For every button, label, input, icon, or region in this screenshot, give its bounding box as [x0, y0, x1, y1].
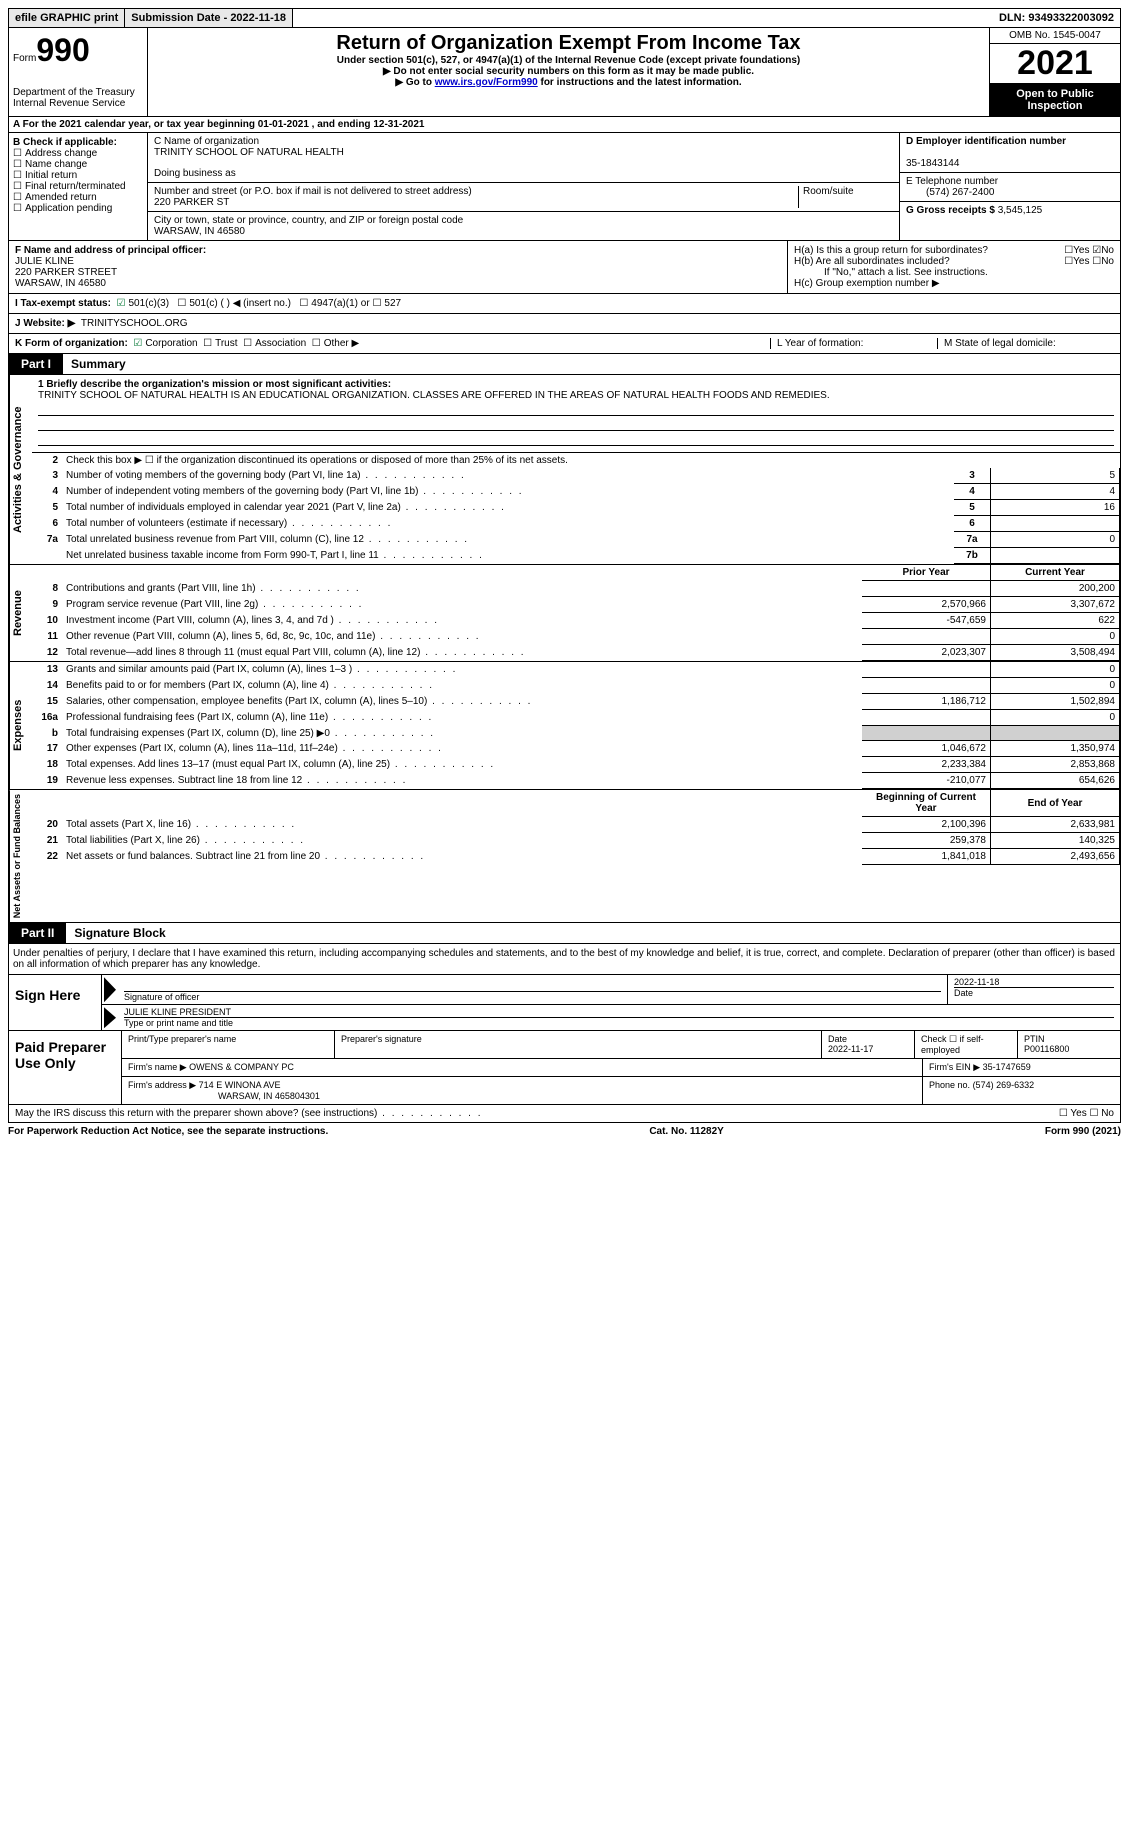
firm-name: OWENS & COMPANY PC [189, 1062, 294, 1072]
tax-exempt-status: I Tax-exempt status: 501(c)(3) 501(c) ( … [8, 294, 1121, 314]
chk-final-return[interactable]: Final return/terminated [13, 181, 126, 192]
chk-501c[interactable]: 501(c) ( ) ◀ (insert no.) [177, 298, 291, 309]
governance-section: Activities & Governance 1 Briefly descri… [8, 375, 1121, 565]
irs-label: Internal Revenue Service [13, 98, 143, 109]
top-bar: efile GRAPHIC print Submission Date - 20… [8, 8, 1121, 28]
mission-box: 1 Briefly describe the organization's mi… [32, 375, 1120, 453]
chk-amended[interactable]: Amended return [13, 192, 97, 203]
city-state-zip: WARSAW, IN 46580 [154, 226, 245, 237]
subtitle-3: ▶ Go to www.irs.gov/Form990 for instruct… [152, 77, 985, 88]
open-to-public: Open to Public Inspection [990, 84, 1120, 116]
org-name: TRINITY SCHOOL OF NATURAL HEALTH [154, 147, 344, 158]
submission-date: Submission Date - 2022-11-18 [125, 9, 293, 27]
website-row: J Website: ▶ TRINITYSCHOOL.ORG [8, 314, 1121, 334]
form-number: Form990 [13, 32, 143, 69]
telephone: (574) 267-2400 [926, 187, 994, 198]
firm-addr1: 714 E WINONA AVE [199, 1080, 281, 1090]
chk-other[interactable]: Other ▶ [312, 338, 359, 349]
arrow-icon [104, 977, 116, 1002]
expenses-section: Expenses 13Grants and similar amounts pa… [8, 662, 1121, 790]
subtitle-1: Under section 501(c), 527, or 4947(a)(1)… [152, 55, 985, 66]
entity-block: B Check if applicable: Address change Na… [8, 133, 1121, 241]
discuss-row: May the IRS discuss this return with the… [8, 1105, 1121, 1123]
netassets-section: Net Assets or Fund Balances Beginning of… [8, 790, 1121, 923]
block-h: H(a) Is this a group return for subordin… [788, 241, 1120, 293]
chk-501c3[interactable]: 501(c)(3) [117, 298, 170, 309]
prep-date: 2022-11-17 [828, 1044, 873, 1054]
line-klm: K Form of organization: Corporation Trus… [8, 334, 1121, 354]
sign-date: 2022-11-18 [954, 977, 1114, 987]
governance-table: 2Check this box ▶ ☐ if the organization … [32, 453, 1120, 468]
form-title: Return of Organization Exempt From Incom… [152, 32, 985, 55]
dept-treasury: Department of the Treasury [13, 87, 143, 98]
block-b: B Check if applicable: Address change Na… [9, 133, 148, 240]
form-header: Form990 Department of the Treasury Inter… [8, 28, 1121, 117]
arrow-icon [104, 1007, 116, 1028]
block-e: E Telephone number (574) 267-2400 [900, 173, 1120, 202]
street-address: 220 PARKER ST [154, 197, 229, 208]
officer-name: JULIE KLINE PRESIDENT [124, 1007, 1114, 1017]
chk-address-change[interactable]: Address change [13, 148, 97, 159]
chk-name-change[interactable]: Name change [13, 159, 87, 170]
chk-527[interactable]: 527 [372, 298, 401, 309]
revenue-section: Revenue Prior YearCurrent Year8Contribut… [8, 565, 1121, 662]
gross-receipts: 3,545,125 [998, 205, 1043, 216]
part2-header: Part II Signature Block [8, 923, 1121, 944]
line-a: A For the 2021 calendar year, or tax yea… [8, 117, 1121, 133]
subtitle-2: ▶ Do not enter social security numbers o… [152, 66, 985, 77]
chk-association[interactable]: Association [243, 338, 306, 349]
chk-app-pending[interactable]: Application pending [13, 203, 112, 214]
block-fh: F Name and address of principal officer:… [8, 241, 1121, 294]
block-f: F Name and address of principal officer:… [9, 241, 788, 293]
tax-year: 2021 [990, 44, 1120, 84]
discuss-yn[interactable]: ☐ Yes ☐ No [1059, 1108, 1114, 1119]
block-g: G Gross receipts $ 3,545,125 [900, 202, 1120, 219]
irs-link[interactable]: www.irs.gov/Form990 [435, 77, 538, 88]
chk-initial-return[interactable]: Initial return [13, 170, 77, 181]
block-c: C Name of organization TRINITY SCHOOL OF… [148, 133, 899, 240]
mission-text: TRINITY SCHOOL OF NATURAL HEALTH IS AN E… [38, 390, 830, 401]
sign-here-block: Sign Here Signature of officer 2022-11-1… [8, 975, 1121, 1031]
chk-trust[interactable]: Trust [203, 338, 237, 349]
footer: For Paperwork Reduction Act Notice, see … [8, 1123, 1121, 1140]
chk-4947[interactable]: 4947(a)(1) or [299, 298, 369, 309]
firm-phone: (574) 269-6332 [973, 1080, 1035, 1090]
dln: DLN: 93493322003092 [993, 9, 1120, 27]
firm-ein: 35-1747659 [983, 1062, 1031, 1072]
website-url[interactable]: TRINITYSCHOOL.ORG [81, 318, 188, 329]
ein: 35-1843144 [906, 158, 959, 169]
part1-header: Part I Summary [8, 354, 1121, 375]
efile-button[interactable]: efile GRAPHIC print [9, 9, 125, 27]
signature-declaration: Under penalties of perjury, I declare th… [8, 944, 1121, 975]
ptin: P00116800 [1024, 1044, 1069, 1054]
paid-preparer-block: Paid Preparer Use Only Print/Type prepar… [8, 1031, 1121, 1105]
chk-corporation[interactable]: Corporation [133, 338, 197, 349]
block-d: D Employer identification number 35-1843… [900, 133, 1120, 173]
firm-addr2: WARSAW, IN 465804301 [218, 1091, 320, 1101]
omb-number: OMB No. 1545-0047 [990, 28, 1120, 44]
